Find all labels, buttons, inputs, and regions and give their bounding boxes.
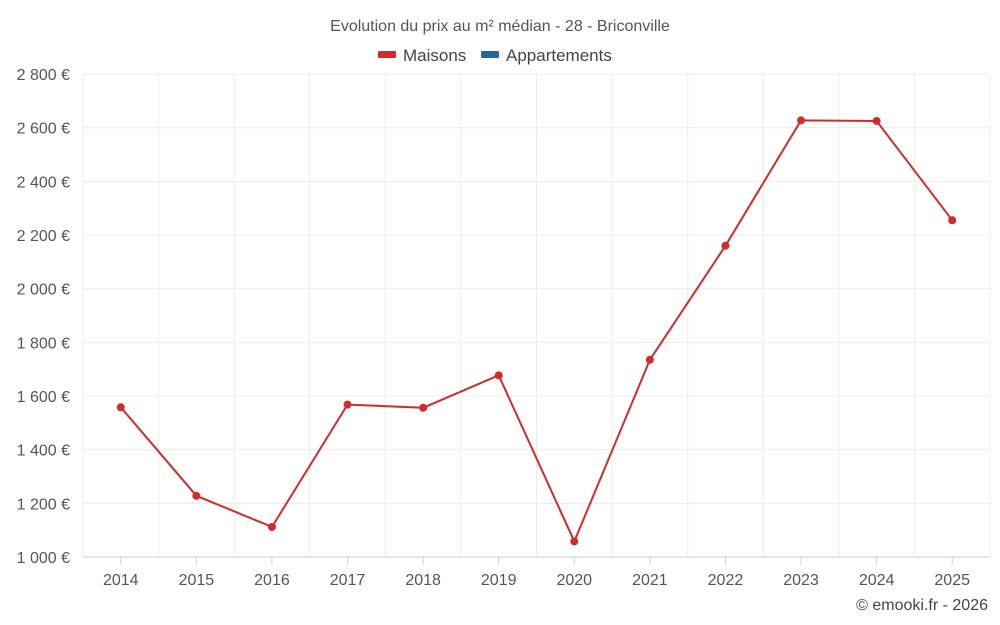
y-tick-label: 2 000 €: [17, 282, 70, 299]
x-tick-label: 2017: [330, 572, 366, 589]
y-tick-label: 1 800 €: [17, 335, 70, 352]
data-point[interactable]: [645, 355, 654, 364]
grid: [82, 73, 991, 557]
y-tick-label: 2 800 €: [17, 67, 70, 84]
data-point[interactable]: [721, 241, 730, 250]
x-tick-label: 2018: [405, 572, 441, 589]
legend-swatch-appartements[interactable]: [481, 51, 499, 58]
data-point[interactable]: [419, 403, 428, 412]
y-tick-label: 1 000 €: [17, 550, 70, 567]
x-tick-label: 2019: [481, 572, 517, 589]
x-tick-label: 2024: [859, 572, 895, 589]
x-tick-label: 2020: [556, 572, 592, 589]
credit-text: © emooki.fr - 2026: [856, 597, 988, 614]
x-tick-label: 2014: [103, 572, 139, 589]
legend-label-appartements[interactable]: Appartements: [506, 46, 612, 65]
x-tick-label: 2023: [783, 572, 819, 589]
data-point[interactable]: [797, 116, 806, 125]
y-tick-label: 1 400 €: [17, 443, 70, 460]
data-point[interactable]: [116, 403, 125, 412]
y-tick-label: 2 200 €: [17, 228, 70, 245]
series: [116, 116, 957, 546]
x-tick-label: 2021: [632, 572, 668, 589]
data-point[interactable]: [494, 371, 503, 380]
data-point[interactable]: [872, 116, 881, 125]
data-point[interactable]: [343, 400, 352, 409]
x-tick-label: 2022: [708, 572, 744, 589]
y-tick-label: 1 200 €: [17, 496, 70, 513]
data-point[interactable]: [192, 491, 201, 500]
x-tick-label: 2016: [254, 572, 290, 589]
legend: Maisons Appartements: [378, 46, 612, 65]
chart-title: Evolution du prix au m² médian - 28 - Br…: [330, 18, 670, 35]
y-tick-label: 1 600 €: [17, 389, 70, 406]
x-tick-label: 2015: [179, 572, 215, 589]
data-point[interactable]: [267, 522, 276, 531]
y-tick-label: 2 600 €: [17, 121, 70, 138]
axes: 1 000 € 1 200 € 1 400 € 1 600 € 1 800 € 2 000…: [17, 67, 990, 589]
data-point[interactable]: [570, 537, 579, 546]
legend-swatch-maisons[interactable]: [378, 51, 396, 58]
x-tick-label: 2025: [934, 572, 970, 589]
y-tick-label: 2 400 €: [17, 174, 70, 191]
legend-label-maisons[interactable]: Maisons: [403, 46, 466, 65]
data-point[interactable]: [948, 216, 957, 225]
series-line-maisons: [120, 119, 953, 543]
